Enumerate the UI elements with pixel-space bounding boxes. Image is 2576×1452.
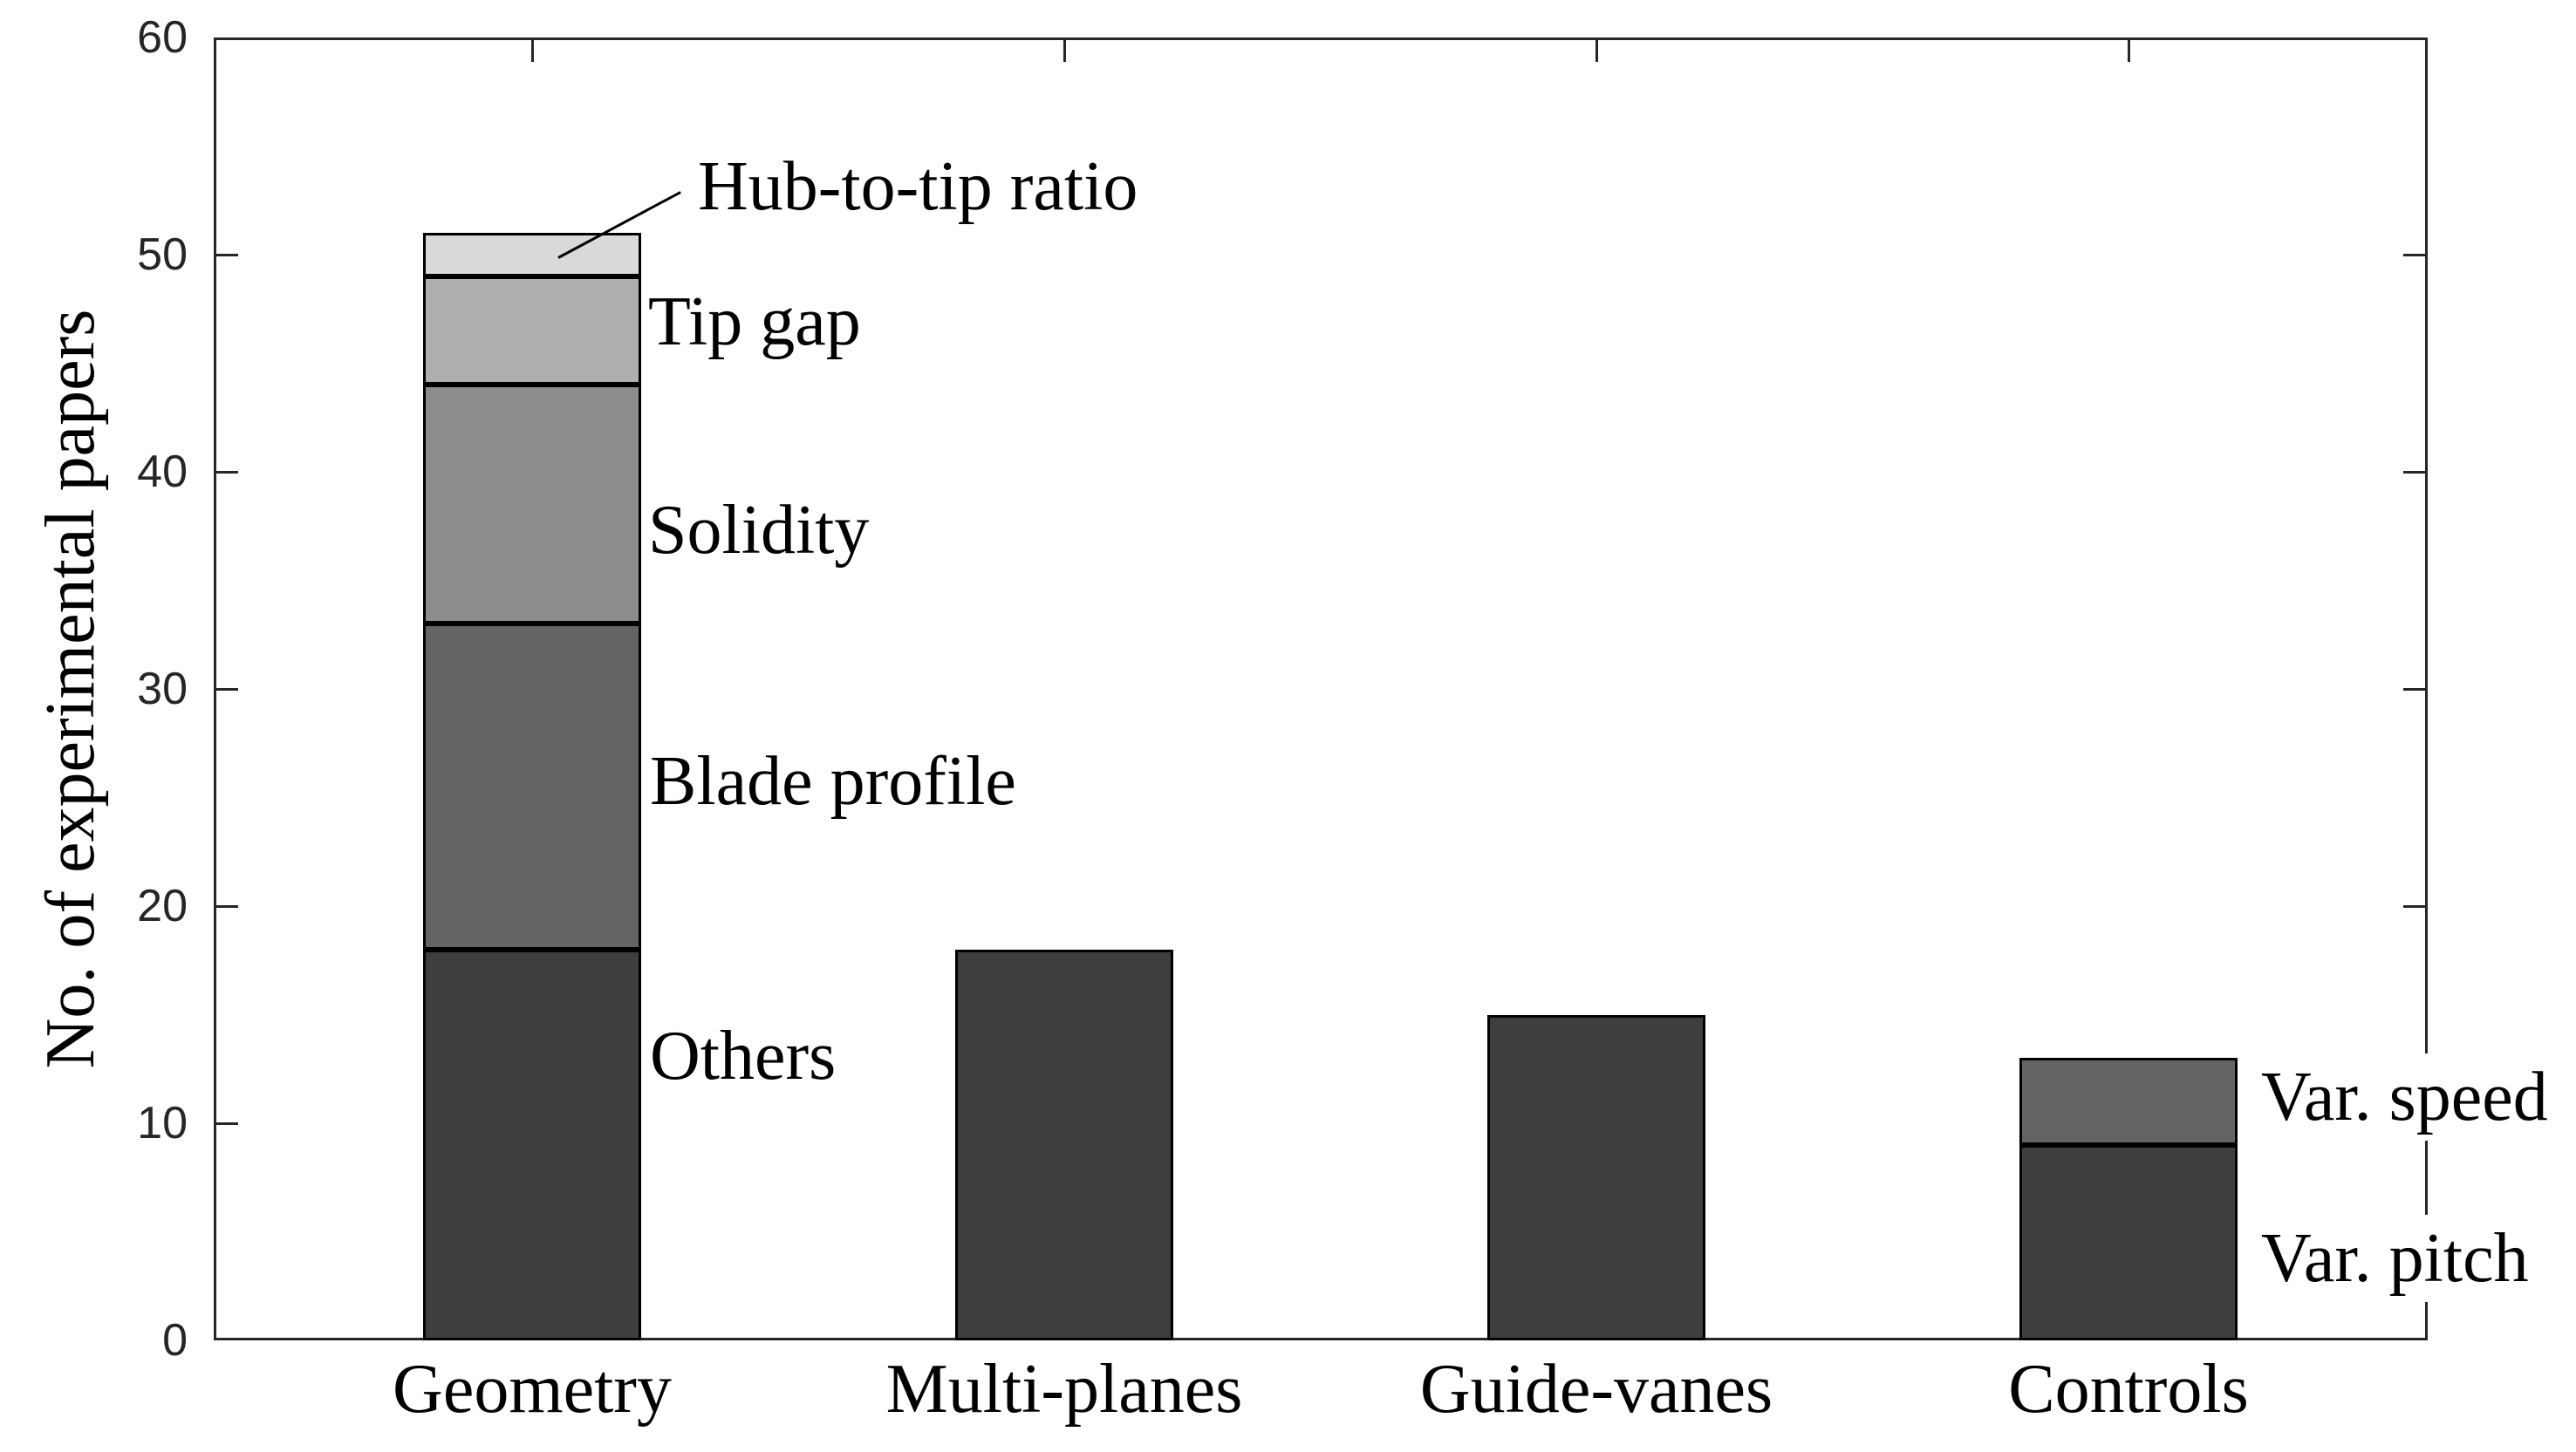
y-tick-label: 10 xyxy=(137,1098,188,1149)
y-tick-label: 40 xyxy=(137,447,188,497)
y-tick-mark-right xyxy=(2403,470,2425,474)
y-tick-mark-left xyxy=(216,904,238,908)
plot-area xyxy=(214,37,2428,1340)
bar-segment-others xyxy=(423,949,641,1340)
x-tick-mark-top xyxy=(1063,40,1066,62)
segment-label-var-speed: Var. speed xyxy=(2247,1053,2562,1141)
x-category-label: Geometry xyxy=(393,1351,672,1428)
bar-segment-multi-planes xyxy=(955,949,1173,1340)
y-tick-mark-left xyxy=(216,253,238,256)
y-tick-mark-right xyxy=(2403,253,2425,256)
x-tick-mark-top xyxy=(530,40,534,62)
bar-segment-var-pitch xyxy=(2019,1144,2238,1340)
y-tick-label: 20 xyxy=(137,881,188,931)
y-tick-mark-right xyxy=(2403,904,2425,908)
bar-segment-hub-to-tip-ratio xyxy=(423,233,641,276)
bar-segment-tip-gap xyxy=(423,276,641,385)
bar-segment-guide-vanes xyxy=(1487,1014,1705,1340)
x-category-label: Multi-planes xyxy=(885,1351,1243,1428)
bar-segment-var-speed xyxy=(2019,1058,2238,1145)
x-category-label: Controls xyxy=(2008,1351,2249,1428)
segment-label-tip-gap: Tip gap xyxy=(648,283,861,360)
segment-label-hub-to-tip-ratio: Hub-to-tip ratio xyxy=(698,148,1138,225)
bar-segment-blade-profile xyxy=(423,624,641,950)
x-tick-mark-top xyxy=(2127,40,2130,62)
x-tick-mark-top xyxy=(1595,40,1598,62)
segment-label-var-pitch: Var. pitch xyxy=(2247,1215,2543,1302)
y-tick-label: 60 xyxy=(137,12,188,63)
y-tick-label: 50 xyxy=(137,229,188,280)
bar-segment-solidity xyxy=(423,385,641,624)
y-tick-mark-right xyxy=(2403,687,2425,691)
y-tick-label: 0 xyxy=(162,1315,188,1366)
y-tick-mark-left xyxy=(216,687,238,691)
y-tick-label: 30 xyxy=(137,664,188,714)
y-tick-mark-left xyxy=(216,470,238,474)
segment-label-blade-profile: Blade profile xyxy=(650,743,1016,820)
segment-label-solidity: Solidity xyxy=(648,492,870,569)
segment-label-others: Others xyxy=(650,1018,837,1094)
x-category-label: Guide-vanes xyxy=(1419,1351,1773,1428)
y-tick-mark-left xyxy=(216,1121,238,1125)
